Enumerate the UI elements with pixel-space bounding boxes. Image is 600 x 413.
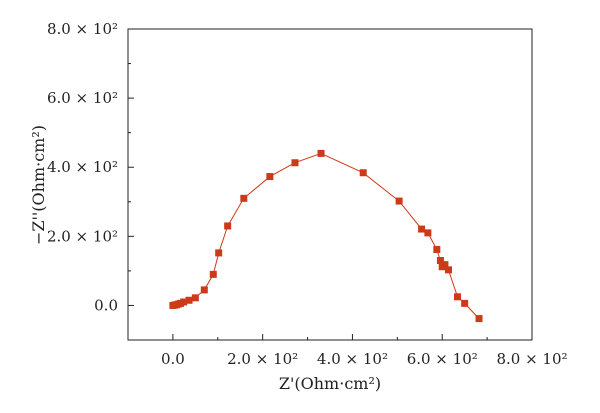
data-point	[266, 173, 274, 181]
x-axis-label: Z'(Ohm·cm²)	[279, 374, 381, 393]
data-point	[436, 257, 444, 265]
y-tick-label: 4.0 × 10²	[47, 158, 118, 176]
data-point	[441, 261, 449, 269]
data-point	[359, 169, 367, 177]
data-point	[185, 296, 193, 304]
data-series	[169, 149, 483, 323]
y-axis-label: −Z''(Ohm·cm²)	[29, 125, 48, 245]
y-tick-label: 0.0	[94, 296, 118, 314]
x-tick-label: 4.0 × 10²	[317, 350, 388, 368]
data-point	[475, 315, 483, 323]
x-axis-ticks: 0.0 2.0 × 10² 4.0 × 10² 6.0 × 10² 8.0 × 10²	[161, 334, 568, 368]
y-tick-label: 6.0 × 10²	[47, 89, 118, 107]
data-point	[461, 299, 469, 307]
data-point	[191, 294, 199, 302]
data-point	[433, 245, 441, 253]
data-point	[453, 293, 461, 301]
data-point	[215, 249, 223, 257]
x-tick-label: 8.0 × 10²	[496, 350, 567, 368]
plot-frame	[127, 28, 533, 341]
data-point	[240, 194, 248, 202]
data-point	[317, 149, 325, 157]
y-tick-label: 2.0 × 10²	[47, 227, 118, 245]
data-point	[395, 197, 403, 205]
data-point	[200, 286, 208, 294]
data-point	[424, 229, 432, 237]
y-axis-ticks: 0.0 2.0 × 10² 4.0 × 10² 6.0 × 10² 8.0 × 10²	[47, 20, 134, 314]
y-tick-label: 8.0 × 10²	[47, 20, 118, 38]
data-point	[224, 222, 232, 230]
data-point	[209, 270, 217, 278]
x-tick-label: 6.0 × 10²	[407, 350, 478, 368]
x-tick-label: 0.0	[161, 350, 185, 368]
data-point	[291, 159, 299, 167]
data-point	[418, 225, 426, 233]
series-line	[172, 152, 480, 319]
data-point	[180, 298, 188, 306]
data-point	[445, 266, 453, 274]
x-tick-label: 2.0 × 10²	[227, 350, 298, 368]
